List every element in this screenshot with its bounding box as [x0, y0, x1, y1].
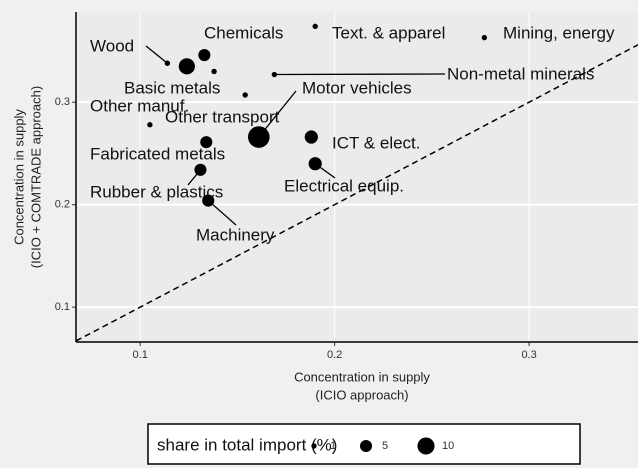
reference-line: [75, 44, 638, 342]
point: [194, 163, 207, 176]
point-label: Chemicals: [204, 23, 283, 42]
point: [247, 126, 270, 148]
label-segment: [274, 73, 446, 76]
point-label: Non-metal minerals: [447, 64, 594, 83]
point: [200, 136, 213, 149]
legend-key: [417, 437, 435, 455]
point: [308, 157, 322, 171]
point: [481, 34, 488, 41]
point: [304, 130, 318, 144]
plot-panel: [76, 12, 638, 342]
legend-title: share in total import (%): [157, 435, 337, 454]
point-label: Wood: [90, 36, 134, 55]
legend-label: 5: [382, 440, 388, 452]
legend-key: [359, 439, 373, 453]
point-label: ICT & elect.: [332, 133, 421, 152]
y-axis-title: Concentration in supply: [11, 109, 26, 245]
legend-label: 10: [442, 440, 454, 452]
point-label: Fabricated metals: [90, 144, 225, 163]
point-label: Text. & apparel: [332, 23, 445, 42]
point-label: Electrical equip.: [284, 176, 404, 195]
point-label: Motor vehicles: [302, 78, 412, 97]
point-label: Basic metals: [124, 78, 220, 97]
point: [164, 60, 171, 66]
x-tick-label: 0.2: [327, 349, 342, 361]
y-tick-label: 0.3: [55, 96, 70, 108]
point: [312, 23, 318, 30]
y-tick-label: 0.2: [55, 199, 70, 211]
point: [178, 58, 195, 75]
legend-key: [311, 443, 317, 449]
point-label: Mining, energy: [503, 23, 615, 42]
label-segment: [207, 200, 237, 226]
point: [271, 71, 278, 78]
point-label: Rubber & plastics: [90, 182, 223, 201]
y-tick-label: 0.1: [55, 301, 70, 313]
x-axis-title: (ICIO approach): [315, 387, 408, 402]
point: [242, 92, 248, 98]
y-axis-title: (ICIO + COMTRADE approach): [28, 86, 43, 268]
x-tick-label: 0.1: [133, 349, 148, 361]
point: [198, 49, 211, 62]
x-axis-title: Concentration in supply: [294, 369, 430, 384]
point-label: Other transport: [165, 107, 280, 126]
point: [211, 68, 217, 75]
point: [147, 122, 153, 128]
point: [202, 194, 215, 207]
point-label: Machinery: [196, 225, 275, 244]
label-segment: [145, 45, 168, 64]
legend-label: 1: [330, 440, 336, 452]
point-label: Other manuf.: [90, 96, 189, 115]
x-tick-label: 0.3: [521, 349, 536, 361]
